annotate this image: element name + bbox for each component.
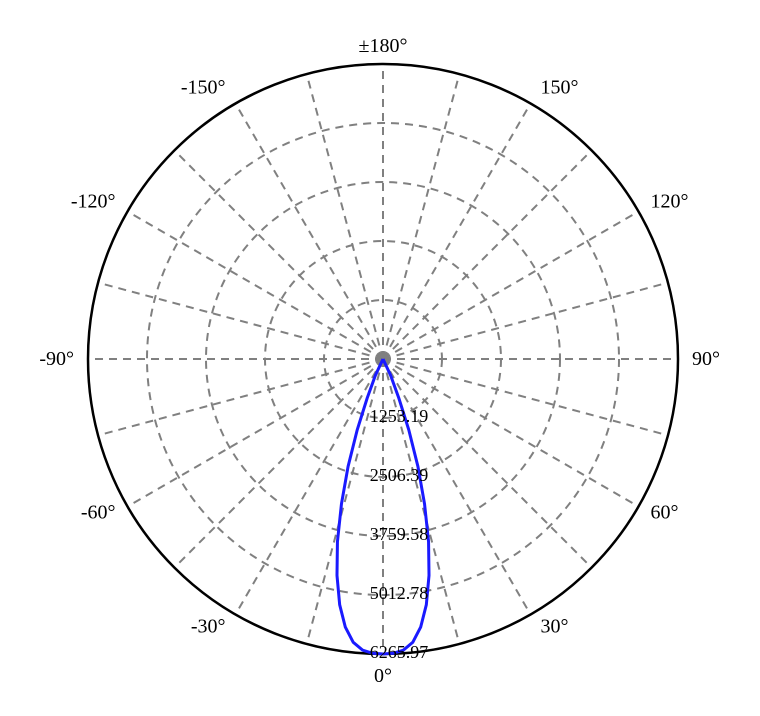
angle-label: -60°: [81, 502, 116, 524]
angle-label: 120°: [650, 191, 688, 213]
angle-label: -120°: [71, 191, 116, 213]
angle-label: ±180°: [359, 35, 408, 57]
angle-label: -90°: [39, 348, 74, 370]
grid-spoke: [128, 212, 383, 360]
radial-label: 6265.97: [370, 642, 429, 662]
radial-label: 2506.39: [370, 465, 429, 485]
grid-spoke: [383, 212, 638, 360]
angle-label: -150°: [181, 77, 226, 99]
grid-spoke: [98, 359, 383, 435]
angle-label: 90°: [692, 348, 720, 370]
grid-spoke: [383, 104, 531, 359]
grid-spoke: [307, 74, 383, 359]
grid-spoke: [174, 150, 383, 359]
angle-label: -30°: [191, 615, 226, 637]
angle-label: 0°: [374, 665, 392, 687]
grid-spoke: [383, 359, 531, 614]
grid-spoke: [236, 359, 384, 614]
grid-spoke: [383, 74, 459, 359]
radial-label: 3759.58: [370, 524, 429, 544]
polar-chart: 1253.19 2506.39 3759.58 5012.78 6265.97 0° 30…: [0, 0, 760, 716]
angle-label: 150°: [541, 77, 579, 99]
grid-spoke: [98, 283, 383, 359]
radial-label: 5012.78: [370, 583, 429, 603]
radial-label: 1253.19: [370, 406, 429, 426]
grid-spoke: [236, 104, 384, 359]
angle-label: 60°: [650, 502, 678, 524]
grid-spoke: [383, 150, 592, 359]
radial-labels: 1253.19 2506.39 3759.58 5012.78 6265.97: [370, 406, 429, 662]
grid-spoke: [174, 359, 383, 568]
angle-label: 30°: [541, 615, 569, 637]
grid-spoke: [383, 283, 668, 359]
